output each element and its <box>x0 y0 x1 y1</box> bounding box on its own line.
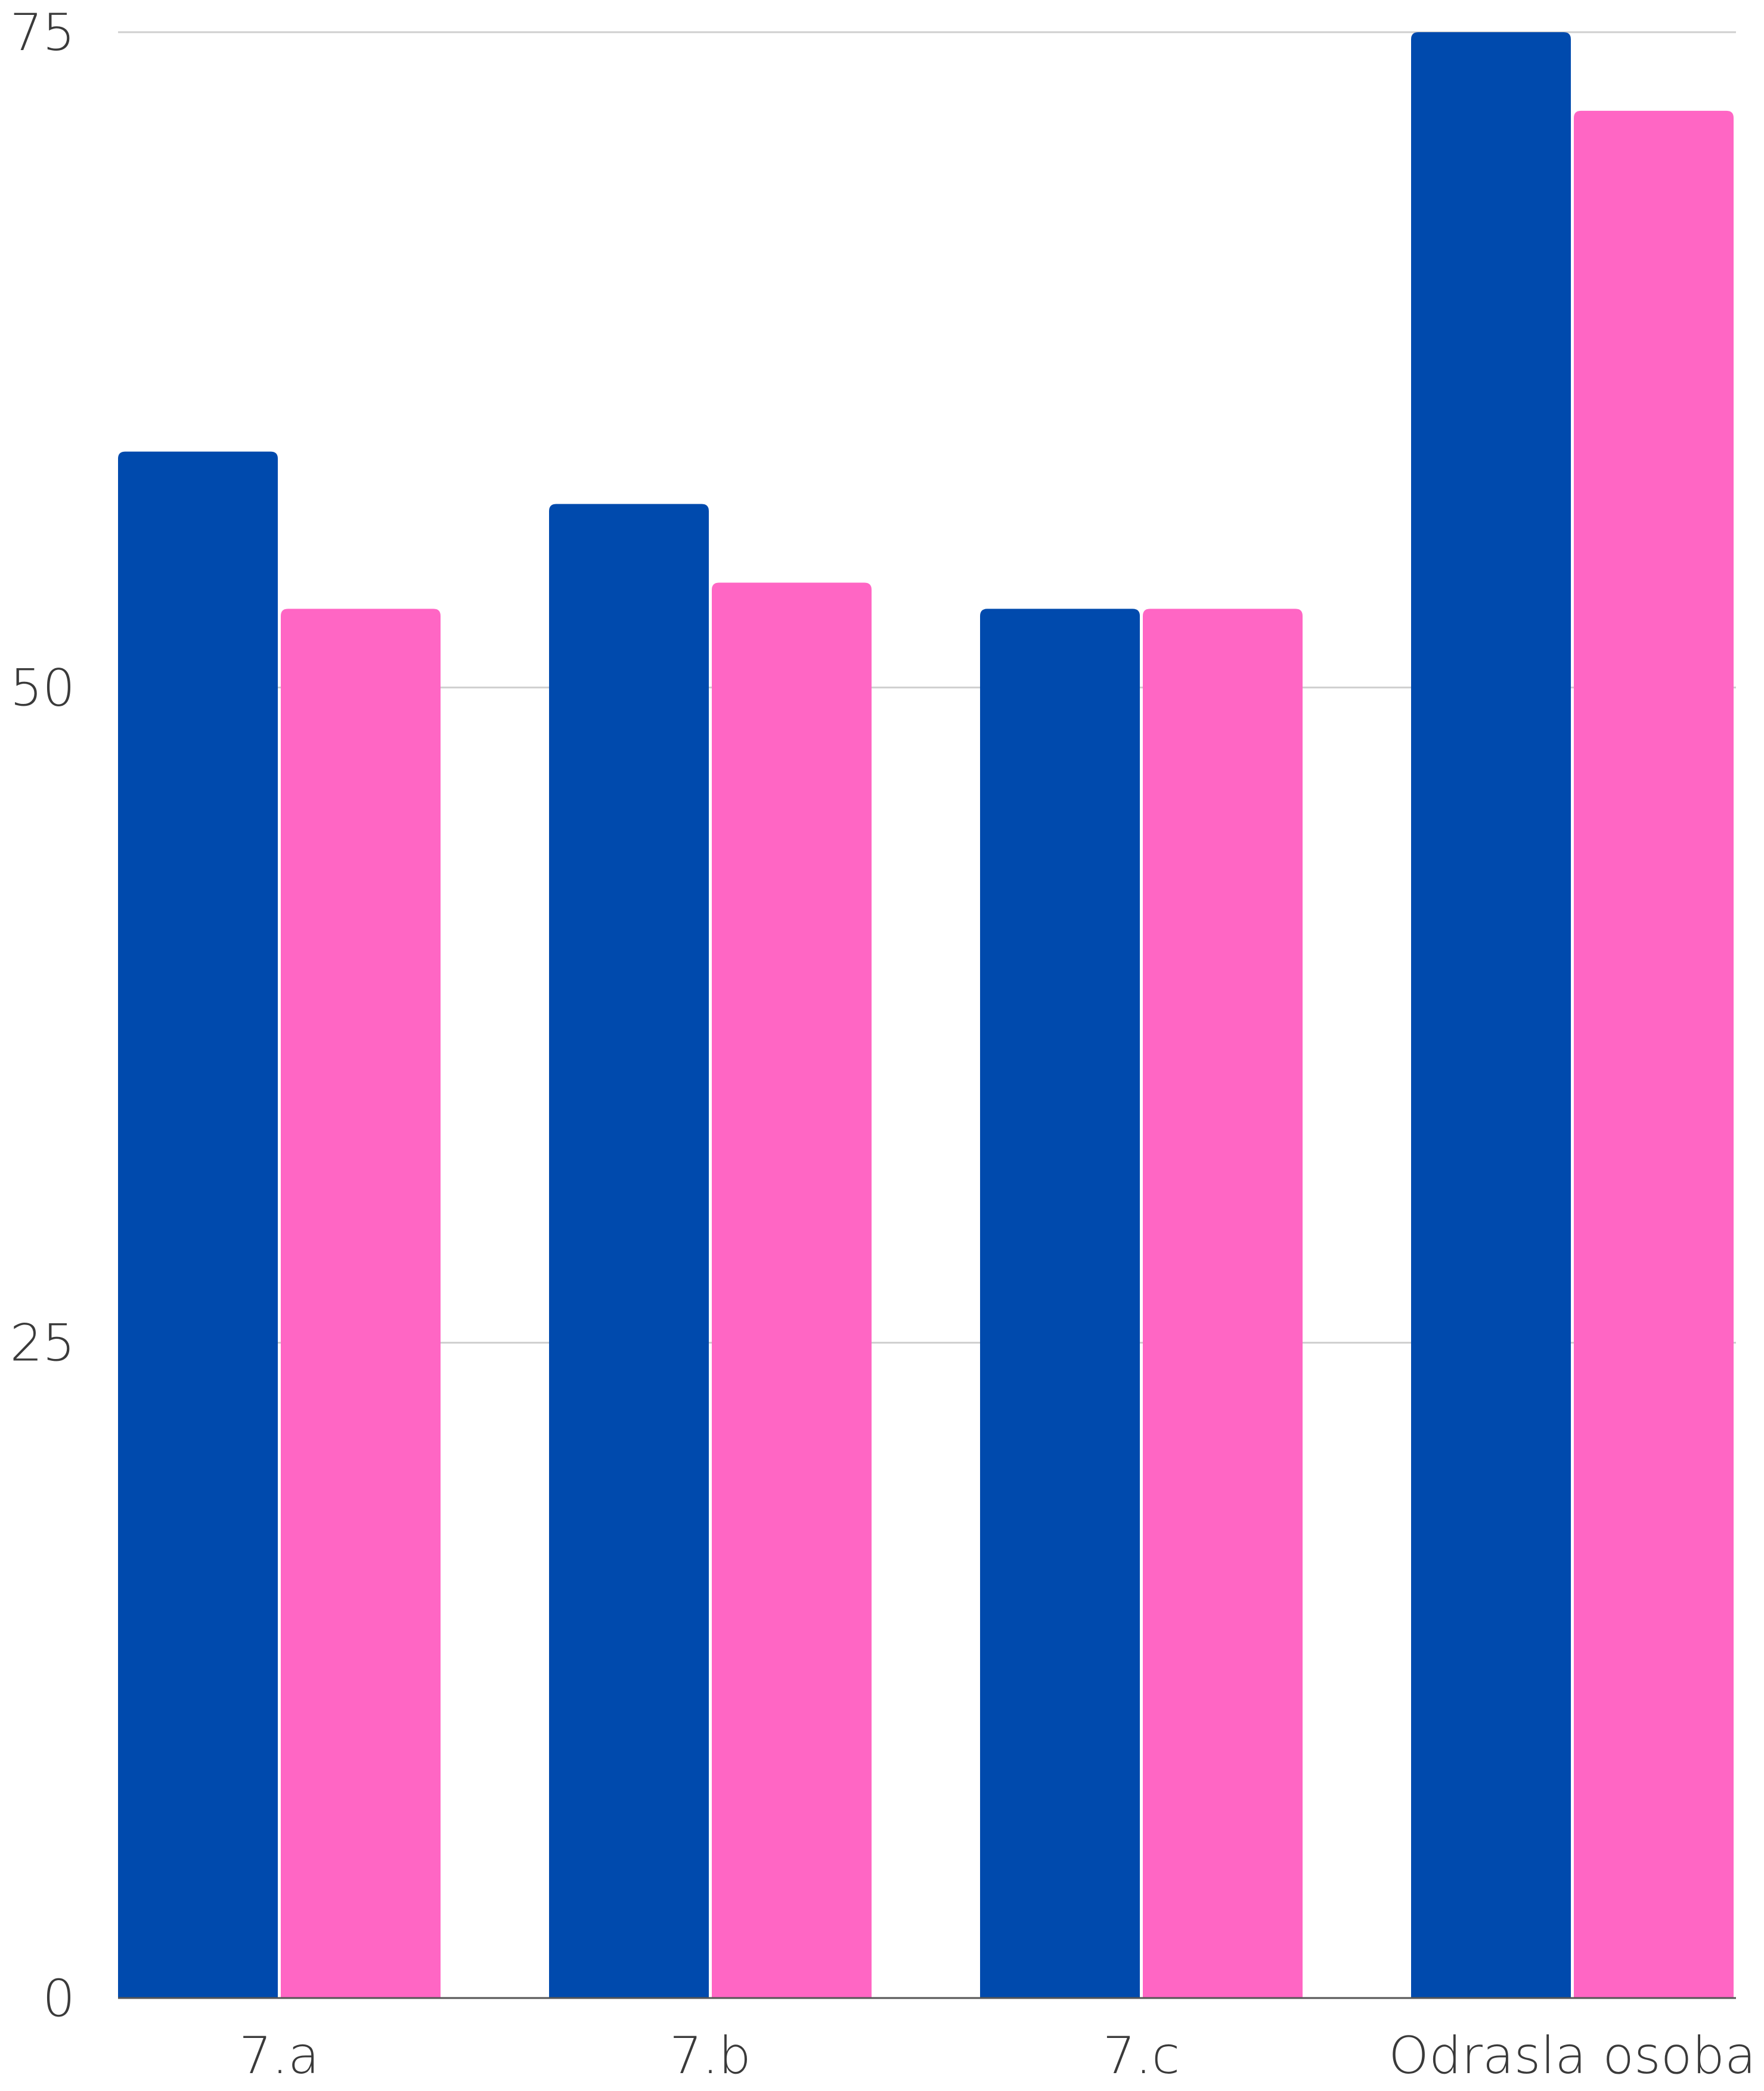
x-tick-label-3: 7.c <box>1103 2026 1180 2086</box>
bar-odrasla-osoba-series-2 <box>1574 110 1734 1999</box>
x-tick-labels: 7.a 7.b 7.c Odrasla osoba <box>239 2026 1756 2086</box>
bar-7-c-series-2 <box>1143 609 1303 1998</box>
y-tick-label-25: 25 <box>10 1314 75 1373</box>
y-tick-label-75: 75 <box>10 3 75 63</box>
bar-7-a-series-2 <box>281 609 441 1998</box>
y-tick-label-50: 50 <box>10 658 75 718</box>
y-tick-labels: 0 25 50 75 <box>10 3 75 2028</box>
x-tick-label-2: 7.b <box>669 2026 751 2086</box>
bar-odrasla-osoba-series-1 <box>1411 32 1571 1998</box>
y-tick-label-0: 0 <box>42 1969 75 2028</box>
bar-7-a-series-1 <box>118 451 278 1999</box>
bar-7-c-series-1 <box>980 609 1140 1998</box>
x-tick-label-4: Odrasla osoba <box>1388 2026 1756 2086</box>
bars <box>118 32 1734 1999</box>
x-tick-label-1: 7.a <box>239 2026 320 2086</box>
bar-7-b-series-1 <box>549 504 709 1998</box>
bar-7-b-series-2 <box>712 582 872 1999</box>
